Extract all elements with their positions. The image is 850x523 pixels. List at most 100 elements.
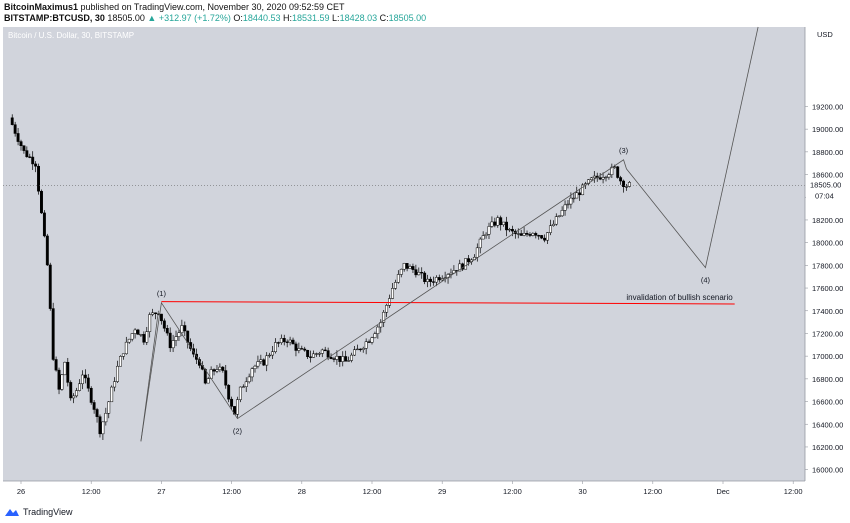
x-tick-label: 30	[578, 487, 586, 496]
candle-up	[124, 341, 128, 355]
candle-down	[423, 272, 427, 282]
y-tick-label: 16400.00	[812, 420, 843, 429]
candle-up	[314, 353, 318, 355]
candle-down	[510, 228, 514, 232]
candle-up	[63, 361, 67, 376]
author-name[interactable]: BitcoinMaximus1	[4, 2, 79, 12]
candle-up	[487, 226, 491, 235]
candle-down	[309, 356, 313, 358]
candle-down	[537, 235, 541, 237]
candle-down	[543, 237, 547, 241]
candle-up	[396, 274, 400, 283]
y-tick-label: 19200.00	[812, 102, 843, 111]
candle-down	[165, 328, 169, 334]
candle-down	[13, 124, 17, 134]
candle-down	[622, 180, 625, 187]
candle-down	[224, 370, 228, 386]
y-tick-label: 17400.00	[812, 307, 843, 316]
candle-up	[589, 177, 593, 180]
candle-up	[256, 361, 260, 367]
wave-label: (2)	[233, 427, 243, 436]
symbol-label: BITSTAMP:BTCUSD, 30	[4, 13, 105, 23]
candle-up	[496, 217, 500, 226]
candle-down	[19, 141, 23, 146]
candle-up	[581, 184, 585, 196]
y-axis-unit: USD	[817, 30, 833, 39]
candle-down	[294, 343, 298, 351]
candle-down	[431, 281, 435, 283]
footer-brand[interactable]: TradingView	[4, 507, 73, 517]
candle-up	[236, 399, 239, 415]
candle-up	[101, 421, 105, 435]
candle-down	[186, 330, 190, 343]
candle-down	[45, 235, 49, 266]
y-tick-label: 17200.00	[812, 329, 843, 338]
candle-up	[133, 329, 137, 334]
candle-up	[279, 338, 283, 343]
candle-down	[329, 357, 333, 359]
candle-up	[554, 216, 558, 225]
candle-down	[519, 233, 523, 236]
candle-down	[534, 233, 538, 236]
candle-up	[575, 192, 579, 199]
candle-up	[119, 356, 122, 367]
candle-down	[54, 359, 58, 371]
candle-down	[98, 416, 102, 435]
candle-down	[467, 258, 470, 263]
x-tick-label: 29	[438, 487, 446, 496]
candle-down	[162, 320, 166, 329]
candle-up	[215, 369, 219, 372]
candle-up	[569, 197, 573, 205]
candle-up	[110, 386, 114, 403]
x-tick-label: 12:00	[363, 487, 382, 496]
candle-up	[370, 337, 374, 343]
candle-up	[601, 177, 605, 180]
wave-count-line	[140, 310, 159, 442]
candle-up	[563, 204, 567, 211]
chart-plot-area[interactable]	[3, 27, 805, 481]
last-price-tag	[806, 178, 848, 202]
x-tick-label: 12:00	[503, 487, 522, 496]
candle-up	[516, 233, 520, 235]
y-tick-label: 16600.00	[812, 398, 843, 407]
y-tick-label: 16800.00	[812, 375, 843, 384]
candle-up	[408, 266, 412, 269]
candle-up	[218, 366, 222, 370]
candle-down	[323, 349, 327, 351]
invalidation-label: invalidation of bullish scenario	[626, 293, 733, 302]
candle-up	[566, 203, 570, 206]
candle-down	[405, 263, 409, 269]
candle-up	[78, 383, 81, 391]
candle-down	[344, 356, 348, 362]
publish-info: published on TradingView.com, November 3…	[80, 2, 345, 12]
candle-up	[440, 278, 444, 281]
x-tick-label: 12:00	[643, 487, 662, 496]
open-label: O:	[233, 13, 243, 23]
candle-down	[598, 177, 602, 180]
candle-up	[180, 325, 184, 333]
candle-up	[551, 223, 555, 227]
candle-up	[531, 233, 535, 236]
candle-up	[604, 176, 608, 179]
candle-up	[399, 268, 403, 275]
candle-down	[493, 221, 497, 226]
candle-down	[28, 156, 32, 158]
candle-up	[522, 233, 526, 236]
candle-down	[40, 190, 43, 214]
candle-down	[10, 117, 14, 125]
y-tick-label: 16200.00	[812, 443, 843, 452]
candle-down	[414, 269, 418, 276]
y-tick-label: 18600.00	[812, 171, 843, 180]
publish-header: BitcoinMaximus1 published on TradingView…	[4, 2, 345, 12]
candle-up	[361, 348, 365, 350]
candle-down	[66, 361, 70, 383]
candle-down	[525, 233, 529, 235]
x-tick-label: 26	[17, 487, 25, 496]
candle-up	[607, 174, 611, 178]
candle-up	[508, 228, 511, 231]
candle-down	[282, 338, 286, 343]
y-tick-label: 17000.00	[812, 352, 843, 361]
candle-up	[613, 166, 617, 168]
open-value: 18440.53	[242, 13, 281, 23]
